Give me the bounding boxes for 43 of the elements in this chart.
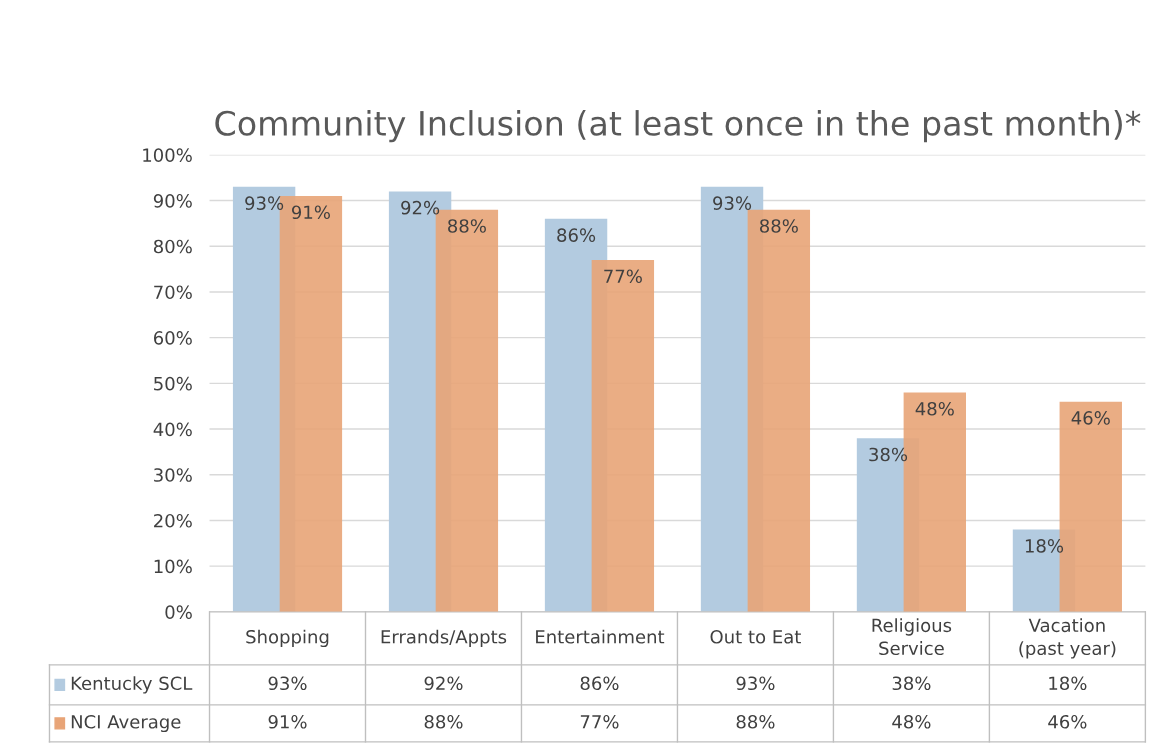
data-label: 88% bbox=[736, 714, 775, 729]
text: 77% bbox=[604, 269, 642, 284]
y-tick-label: 60% bbox=[153, 331, 192, 345]
chart-title: Community Inclusion (at least once in the past month)* bbox=[215, 110, 1141, 143]
bar bbox=[591, 259, 655, 612]
data-label: 88% bbox=[424, 714, 463, 729]
y-tick-label: 90% bbox=[153, 194, 192, 208]
data-label: 48% bbox=[892, 714, 931, 729]
y-tick-label: 100% bbox=[143, 148, 192, 162]
text: 88% bbox=[759, 219, 798, 233]
y-tick-label: 70% bbox=[154, 285, 192, 300]
y-tick-label: 40% bbox=[153, 422, 192, 437]
text: 48% bbox=[915, 401, 954, 416]
y-tick-label: 20% bbox=[154, 513, 192, 528]
text: 93% bbox=[713, 196, 752, 210]
legend-label: NCI Average bbox=[71, 714, 181, 733]
y-tick-label: 50% bbox=[154, 376, 192, 391]
x-tick-label: Vacation (past year) bbox=[1019, 618, 1116, 659]
text: 46% bbox=[1071, 411, 1110, 425]
x-tick-label: Entertainment bbox=[536, 629, 665, 644]
legend-label: Kentucky SCL bbox=[71, 676, 193, 694]
y-tick-label: 30% bbox=[154, 468, 192, 482]
data-label: 93% bbox=[268, 676, 307, 691]
x-tick-label: Errands/Appts bbox=[381, 629, 507, 648]
data-label: 86% bbox=[580, 676, 619, 691]
text: 92% bbox=[401, 200, 440, 215]
x-tick-label: Out to Eat bbox=[710, 629, 801, 644]
y-tick-label: 0% bbox=[165, 605, 192, 619]
x-tick-label: Religious Service bbox=[872, 618, 952, 656]
y-tick-label: 10% bbox=[154, 559, 192, 574]
x-tick-label: Shopping bbox=[246, 629, 329, 648]
data-label: 77% bbox=[580, 714, 619, 729]
text: 88% bbox=[448, 219, 486, 233]
data-label: 93% bbox=[736, 676, 775, 691]
data-label: 46% bbox=[1048, 714, 1087, 729]
data-label: 92% bbox=[424, 676, 463, 691]
text: 91% bbox=[291, 205, 330, 220]
data-label: 91% bbox=[268, 714, 307, 729]
text: 86% bbox=[557, 228, 596, 242]
y-tick-label: 80% bbox=[153, 239, 192, 254]
data-label: 38% bbox=[892, 676, 931, 691]
bar bbox=[747, 209, 811, 612]
data-label: 18% bbox=[1049, 676, 1087, 691]
